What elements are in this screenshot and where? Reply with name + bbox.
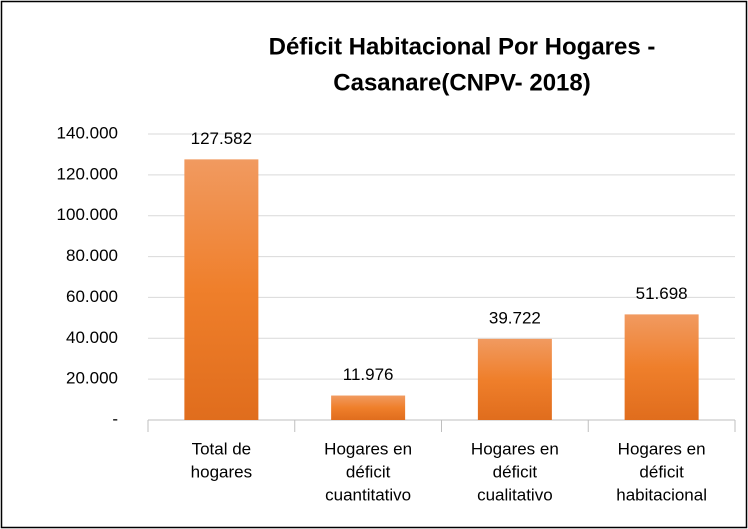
x-tick-label: Hogares en <box>618 439 706 458</box>
data-label: 51.698 <box>636 284 688 303</box>
x-tick-label: déficit <box>346 462 391 481</box>
bar <box>184 159 259 420</box>
y-tick-label: 60.000 <box>66 287 118 306</box>
bar <box>624 314 699 420</box>
y-tick-label: 40.000 <box>66 328 118 347</box>
data-label: 127.582 <box>191 129 252 148</box>
x-tick-label: hogares <box>191 462 252 481</box>
y-tick-label: 100.000 <box>57 205 118 224</box>
x-tick-label: habitacional <box>616 485 707 504</box>
data-label: 11.976 <box>343 365 394 384</box>
x-tick-label: déficit <box>493 462 538 481</box>
y-tick-label: 20.000 <box>66 369 118 388</box>
x-tick-label: Hogares en <box>324 439 412 458</box>
x-tick-label: Hogares en <box>471 439 559 458</box>
data-label: 39.722 <box>489 308 541 327</box>
bar <box>477 338 552 420</box>
y-tick-label: - <box>112 409 118 428</box>
x-tick-label: cuantitativo <box>325 485 411 504</box>
y-tick-label: 140.000 <box>57 123 118 142</box>
x-tick-label: cualitativo <box>477 485 553 504</box>
bar <box>331 395 406 420</box>
y-tick-label: 120.000 <box>57 164 118 183</box>
chart-title: Casanare(CNPV- 2018) <box>333 69 590 96</box>
x-tick-label: Total de <box>192 439 252 458</box>
x-tick-label: déficit <box>639 462 684 481</box>
y-tick-label: 80.000 <box>66 246 118 265</box>
chart-title: Déficit Habitacional Por Hogares - <box>269 33 656 60</box>
